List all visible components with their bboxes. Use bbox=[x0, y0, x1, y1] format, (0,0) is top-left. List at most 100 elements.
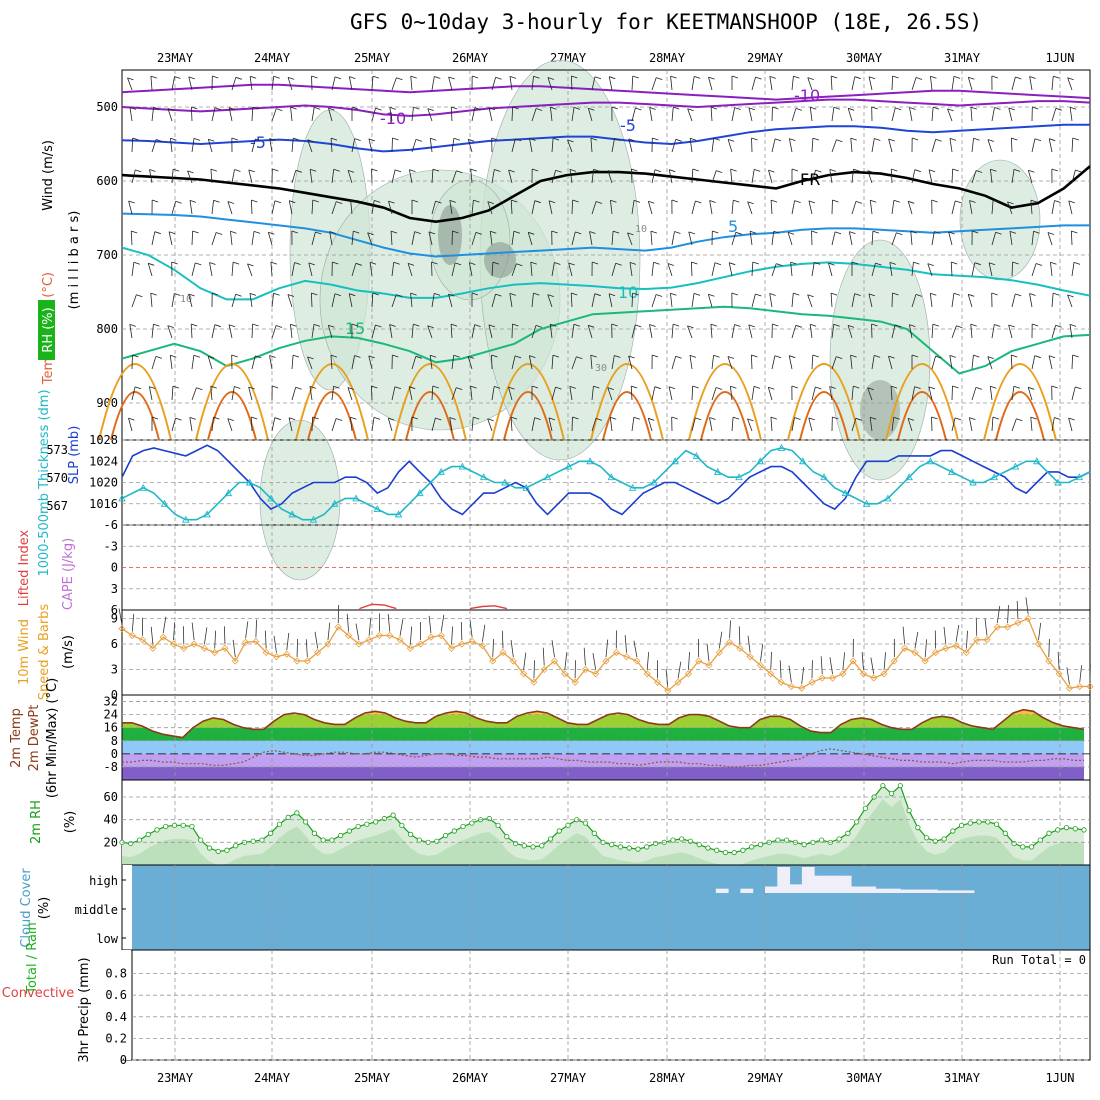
wind-barb-flag bbox=[495, 293, 502, 297]
wind-barb-flag bbox=[295, 169, 302, 173]
rh-point bbox=[775, 837, 781, 843]
wind-barb bbox=[331, 76, 336, 91]
wind-barb bbox=[989, 386, 993, 401]
wind-barb-flag bbox=[388, 417, 395, 421]
wind-barb-flag bbox=[132, 137, 139, 141]
wind-barb bbox=[1029, 76, 1033, 91]
wind10m-barb bbox=[214, 630, 217, 649]
wind10m-barb bbox=[346, 613, 349, 632]
rh-point bbox=[1063, 824, 1070, 831]
wind-barb bbox=[431, 201, 436, 215]
wind-barb-flag bbox=[332, 261, 339, 265]
wind-barb bbox=[749, 231, 753, 246]
wind-barb-flag bbox=[594, 76, 602, 80]
wind-barb bbox=[529, 138, 533, 153]
wind-barb-flag bbox=[289, 200, 296, 204]
wind-barb-flag bbox=[252, 106, 259, 110]
wind-barb-flag bbox=[187, 170, 194, 174]
rh-point bbox=[338, 832, 344, 839]
wind-barb bbox=[607, 170, 613, 184]
wind-barb-flag bbox=[448, 293, 455, 297]
wind10m-point bbox=[386, 631, 394, 640]
wind-barb bbox=[327, 325, 333, 339]
lifted-index-segment-0 bbox=[359, 603, 397, 610]
top-date-label-9: 1JUN bbox=[1046, 51, 1075, 65]
cloud-high-bar bbox=[949, 890, 963, 893]
cape-ylabel-group: Lifted Index CAPE (J/kg) bbox=[17, 529, 76, 610]
wind-barb bbox=[687, 325, 693, 339]
wind-barb-flag bbox=[155, 139, 163, 142]
wind-barb bbox=[748, 324, 753, 339]
wind-barb bbox=[570, 76, 573, 91]
wind10m-point bbox=[406, 644, 414, 652]
rh-point bbox=[259, 837, 265, 843]
wind-barb bbox=[907, 418, 913, 432]
thickness-point bbox=[628, 483, 637, 491]
wind-barb-flag bbox=[969, 417, 976, 420]
wind10m-point bbox=[478, 642, 486, 650]
wind-barb bbox=[130, 231, 133, 246]
isotherm-FR bbox=[121, 165, 1091, 224]
wind10m-barb bbox=[273, 635, 277, 653]
wind-barb-flag bbox=[328, 107, 335, 111]
rh-legend-box bbox=[38, 300, 55, 360]
wind-barb bbox=[150, 293, 153, 308]
temp-ylabel-3: (6hr Min/Max) (°C) bbox=[45, 678, 60, 798]
wind-barb bbox=[151, 107, 154, 122]
wind-barb bbox=[488, 324, 493, 339]
wind-barb bbox=[307, 356, 313, 370]
wind-barb bbox=[1011, 293, 1016, 308]
wind10m-point bbox=[581, 665, 589, 674]
wind10m-barb bbox=[801, 666, 805, 685]
thickness-point bbox=[692, 451, 701, 459]
wind10m-point bbox=[200, 644, 208, 652]
wind-barb bbox=[590, 355, 593, 370]
wind-barb bbox=[251, 324, 254, 339]
wind-barb bbox=[191, 138, 195, 153]
wind-barb-flag bbox=[413, 106, 420, 110]
wind-barb bbox=[471, 107, 476, 122]
wind-barb-flag bbox=[456, 170, 463, 174]
wind-barb bbox=[931, 231, 935, 246]
wind-barb-flag bbox=[333, 385, 340, 389]
thickness-point bbox=[245, 478, 254, 486]
wind-barb-flag bbox=[394, 386, 402, 390]
wind-barb-flag bbox=[548, 417, 556, 421]
wind-barb bbox=[751, 293, 756, 308]
wind-barb bbox=[971, 387, 977, 401]
wind-barb-flag bbox=[427, 108, 434, 112]
wind10m-point bbox=[942, 644, 950, 652]
wind-barb bbox=[811, 262, 815, 277]
wind-barb bbox=[787, 232, 793, 246]
wind-barb-flag bbox=[772, 106, 779, 110]
wind10m-point bbox=[602, 657, 610, 665]
wind-barb-flag bbox=[152, 199, 159, 203]
wind-barb-flag bbox=[472, 75, 479, 79]
wind-barb bbox=[309, 169, 313, 184]
wind-barb bbox=[451, 262, 456, 277]
wind10m-barb bbox=[245, 621, 249, 639]
wind-barb bbox=[811, 355, 814, 370]
wind-barb-flag bbox=[247, 263, 254, 267]
wind-barb bbox=[829, 169, 833, 184]
wind-barb-flag bbox=[830, 292, 838, 296]
wind-barb bbox=[791, 325, 797, 339]
warm-contour-1-1 bbox=[207, 391, 257, 441]
top-date-label-5: 28MAY bbox=[649, 51, 686, 65]
wind-barb bbox=[390, 231, 393, 246]
upper-ylabel-rh: RH (%) bbox=[41, 307, 56, 352]
wind-barb bbox=[171, 76, 175, 91]
wind-barb bbox=[1010, 138, 1013, 153]
wind-barb bbox=[771, 263, 777, 277]
wind-barb bbox=[491, 386, 495, 401]
wind-barb bbox=[169, 355, 173, 370]
wind-barb-flag bbox=[1054, 417, 1061, 420]
wind-barb-flag bbox=[853, 168, 860, 172]
wind-barb bbox=[291, 355, 294, 370]
warm-contour-0-1 bbox=[110, 391, 160, 441]
warm-contour-6-0 bbox=[688, 363, 762, 441]
wind-barb bbox=[231, 262, 234, 277]
wind-barb-flag bbox=[330, 137, 338, 141]
wind-barb bbox=[368, 355, 373, 370]
wind-barb bbox=[471, 324, 476, 339]
